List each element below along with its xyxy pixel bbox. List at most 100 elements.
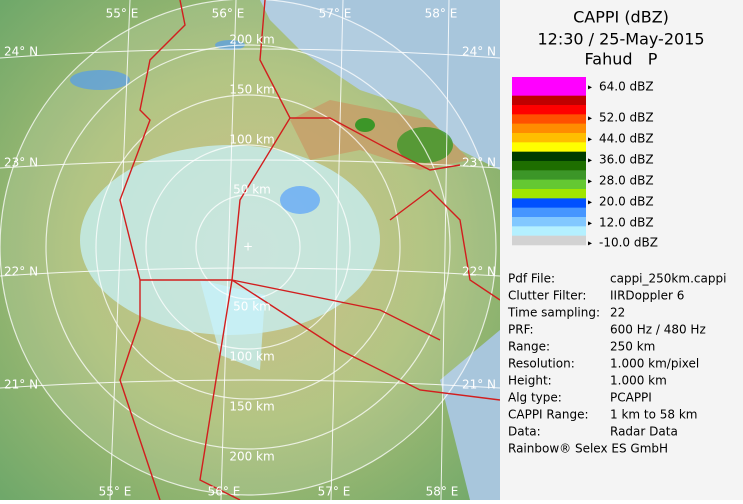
legend-swatch (512, 207, 586, 218)
border (231, 279, 441, 341)
lon-label: 57° E (319, 7, 352, 21)
info-value: 1 km to 58 km (610, 408, 698, 422)
footer: Rainbow® Selex ES GmbH (508, 442, 668, 456)
legend-arrow: ▸ (588, 177, 592, 186)
border (119, 0, 186, 501)
info-key: CAPPI Range: (508, 408, 589, 422)
lon-label: 55° E (106, 7, 139, 21)
legend-swatch (512, 170, 586, 180)
lat-label: 21° N (462, 378, 496, 392)
lat-line (0, 379, 501, 389)
lat-label: 24° N (4, 45, 38, 59)
legend-arrow: ▸ (588, 83, 592, 92)
legend-label: 44.0 dBZ (599, 132, 654, 146)
echo (280, 186, 320, 214)
lon-line (440, 0, 450, 501)
lat-label: 21° N (4, 378, 38, 392)
info-value: 22 (610, 306, 625, 320)
lon-label: 56° E (208, 485, 241, 499)
lon-label: 57° E (318, 485, 351, 499)
ring-label: 200 km (229, 33, 274, 47)
border (140, 0, 291, 281)
legend-arrow: ▸ (588, 198, 592, 207)
legend-swatch (512, 123, 586, 134)
echo (70, 70, 130, 90)
border (199, 279, 241, 501)
legend-arrow: ▸ (588, 156, 592, 165)
info-value: PCAPPI (610, 391, 652, 405)
lat-label: 24° N (462, 45, 496, 59)
sea (260, 0, 500, 170)
legend-swatch (512, 105, 586, 115)
legend-swatch (512, 133, 586, 143)
legend-swatch (512, 235, 586, 246)
range-ring (0, 0, 496, 495)
legend-arrow: ▸ (588, 219, 592, 228)
info-key: Range: (508, 340, 550, 354)
legend-label: 52.0 dBZ (599, 111, 654, 125)
legend-swatch (512, 114, 586, 124)
panel-title: CAPPI (dBZ) (573, 8, 669, 27)
legend-label: 12.0 dBZ (599, 216, 654, 230)
legend-label: 64.0 dBZ (599, 80, 654, 94)
lat-label: 22° N (4, 265, 38, 279)
info-key: Height: (508, 374, 552, 388)
legend-arrow: ▸ (588, 135, 592, 144)
info-key: Data: (508, 425, 541, 439)
legend-label: 28.0 dBZ (599, 174, 654, 188)
lat-label: 23° N (462, 156, 496, 170)
lon-line (109, 0, 131, 501)
lon-line (220, 0, 237, 501)
ring-label: 100 km (229, 133, 274, 147)
lat-line (0, 159, 501, 169)
legend-label: -10.0 dBZ (599, 236, 658, 250)
legend-swatch (512, 142, 586, 152)
info-key: Pdf File: (508, 272, 555, 286)
range-ring (95, 94, 401, 400)
lat-label: 23° N (4, 156, 38, 170)
legend-swatch (512, 226, 586, 236)
legend-swatch (512, 189, 586, 199)
info-key: Resolution: (508, 357, 575, 371)
info-key: PRF: (508, 323, 534, 337)
border (231, 279, 501, 401)
legend-label: 36.0 dBZ (599, 153, 654, 167)
legend-swatch (512, 179, 586, 190)
map: + (0, 0, 501, 501)
info-value: Radar Data (610, 425, 678, 439)
ring-label: 100 km (229, 350, 274, 364)
info-value: 1.000 km (610, 374, 667, 388)
panel-site: Fahud P (585, 50, 658, 69)
legend-arrow: ▸ (588, 239, 592, 248)
legend-swatch (512, 161, 586, 171)
lat-label: 22° N (462, 265, 496, 279)
lon-label: 58° E (426, 485, 459, 499)
lon-label: 55° E (99, 485, 132, 499)
info-value: IIRDoppler 6 (610, 289, 684, 303)
lon-line (330, 0, 344, 501)
legend-swatch (512, 86, 586, 96)
legend-arrow: ▸ (588, 114, 592, 123)
lon-label: 58° E (425, 7, 458, 21)
range-ring (45, 44, 451, 450)
border (290, 117, 461, 171)
echo (397, 127, 453, 163)
ring-label: 150 km (229, 83, 274, 97)
info-key: Time sampling: (507, 306, 600, 320)
border (389, 189, 501, 301)
radar-site: + (243, 240, 253, 254)
lon-label: 56° E (212, 7, 245, 21)
legend-swatch (512, 95, 586, 106)
info-key: Alg type: (508, 391, 562, 405)
ring-label: 50 km (233, 300, 271, 314)
info-value: 600 Hz / 480 Hz (610, 323, 706, 337)
ring-label: 150 km (229, 400, 274, 414)
range-ring (195, 194, 301, 300)
lat-line (0, 48, 501, 59)
echo (355, 118, 375, 132)
legend-swatch (512, 198, 586, 208)
legend-swatch (512, 217, 586, 227)
range-ring (145, 144, 351, 350)
